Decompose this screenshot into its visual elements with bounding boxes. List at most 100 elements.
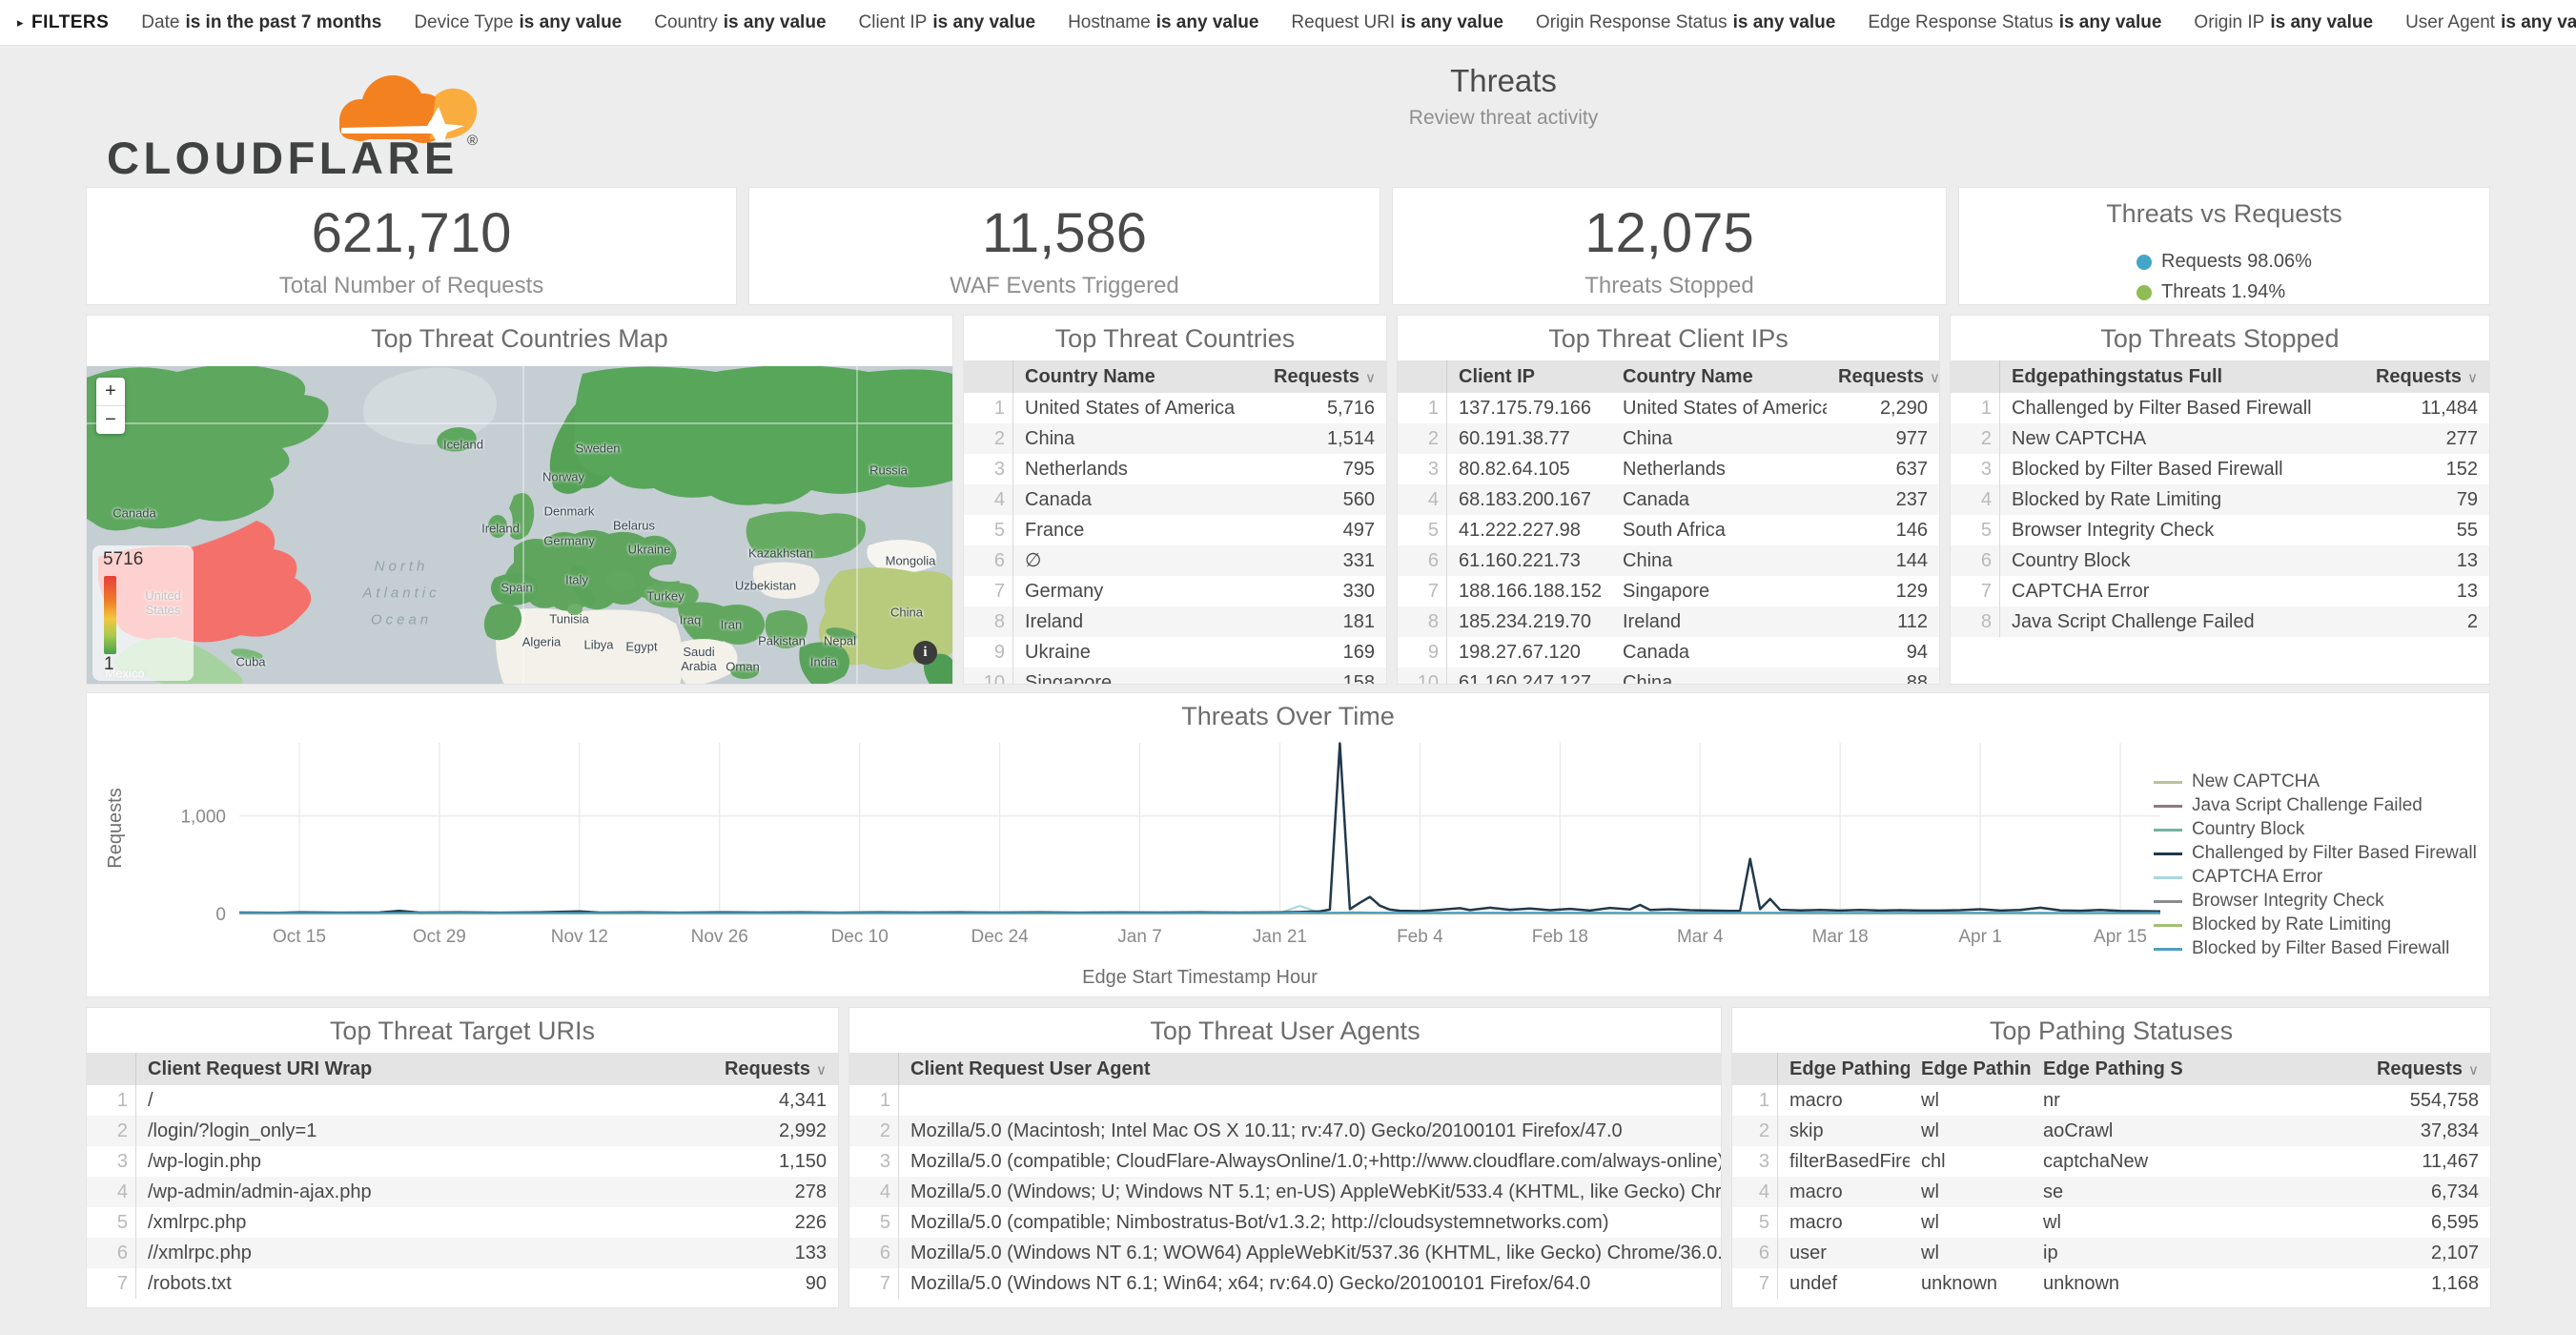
- column-header[interactable]: Edgepathingstatus Full: [2012, 366, 2223, 387]
- column-header[interactable]: Requests ∨: [2375, 366, 2478, 387]
- table-row[interactable]: 9 198.27.67.120 Canada 94: [1398, 637, 1939, 668]
- table-row[interactable]: 4 Mozilla/5.0 (Windows; U; Windows NT 5.1…: [849, 1177, 1721, 1207]
- row-number: 4: [1732, 1177, 1778, 1207]
- table-row[interactable]: 3 Netherlands 795: [964, 454, 1386, 484]
- table-row[interactable]: 10 61.160.247.127 China 88: [1398, 668, 1939, 684]
- table-row[interactable]: 4 68.183.200.167 Canada 237: [1398, 484, 1939, 515]
- table-row[interactable]: 1 macro wl nr 554,758: [1732, 1085, 2490, 1116]
- table-row[interactable]: 3/wp-login.php 1,150: [87, 1146, 838, 1177]
- table-row[interactable]: 2 60.191.38.77 China 977: [1398, 423, 1939, 454]
- table-row[interactable]: 1 137.175.79.166 United States of America 2…: [1398, 393, 1939, 423]
- filter-chip[interactable]: Date is in the past 7 months: [141, 12, 381, 33]
- table-row[interactable]: 9 Ukraine 169: [964, 637, 1386, 668]
- table-row[interactable]: 10 Singapore 158: [964, 668, 1386, 684]
- table-row[interactable]: 6 Country Block 13: [1951, 545, 2489, 576]
- table-row[interactable]: 1 United States of America 5,716: [964, 393, 1386, 423]
- table-row[interactable]: 7 Mozilla/5.0 (Windows NT 6.1; Win64; x64…: [849, 1268, 1721, 1299]
- column-header[interactable]: Client Request User Agent: [910, 1058, 1151, 1079]
- filter-chip[interactable]: Client IP is any value: [859, 12, 1036, 33]
- row-number: 7: [87, 1268, 136, 1299]
- top-pathing-statuses-table: Edge Pathing Src Edge Pathing Op Edge Path…: [1732, 1053, 2490, 1299]
- column-header[interactable]: Edge Pathing Status: [2043, 1058, 2182, 1079]
- column-header[interactable]: Country Name: [1623, 366, 1753, 387]
- table-row[interactable]: 7 188.166.188.152 Singapore 129: [1398, 576, 1939, 606]
- table-row[interactable]: 8 185.234.219.70 Ireland 112: [1398, 606, 1939, 637]
- table-row[interactable]: 7 undef unknown unknown 1,168: [1732, 1268, 2490, 1299]
- column-header[interactable]: Client Request URI Wrap: [148, 1058, 373, 1079]
- table-row[interactable]: 4 Blocked by Rate Limiting 79: [1951, 484, 2489, 515]
- filters-toggle[interactable]: ▸ FILTERS: [17, 12, 109, 33]
- world-map[interactable]: NorthAtlanticOceanCanadaUnited StatesMex…: [87, 364, 952, 684]
- filter-chip[interactable]: Country is any value: [654, 12, 826, 33]
- table-row[interactable]: 5 Browser Integrity Check 55: [1951, 515, 2489, 545]
- legend-swatch: [2154, 780, 2182, 784]
- table-row[interactable]: 6 61.160.221.73 China 144: [1398, 545, 1939, 576]
- table-row[interactable]: 2 New CAPTCHA 277: [1951, 423, 2489, 454]
- row-number: 3: [87, 1146, 136, 1177]
- table-row[interactable]: 5 France 497: [964, 515, 1386, 545]
- table-row[interactable]: 3 filterBasedFirewall chl captchaNew 11,467: [1732, 1146, 2490, 1177]
- table-row[interactable]: 8 Java Script Challenge Failed 2: [1951, 606, 2489, 637]
- zoom-in-button[interactable]: +: [96, 378, 125, 406]
- country-label: Canada: [112, 505, 156, 521]
- table-row[interactable]: 3 80.82.64.105 Netherlands 637: [1398, 454, 1939, 484]
- filter-chip[interactable]: Origin Response Status is any value: [1536, 12, 1835, 33]
- table-row[interactable]: 4 Canada 560: [964, 484, 1386, 515]
- table-row[interactable]: 6 user wl ip 2,107: [1732, 1238, 2490, 1268]
- svg-text:Nov 26: Nov 26: [691, 927, 748, 947]
- column-header[interactable]: Requests ∨: [2376, 1058, 2479, 1079]
- column-header[interactable]: Requests ∨: [1838, 366, 1939, 387]
- table-cell: United States of America: [1623, 398, 1827, 419]
- table-row[interactable]: 1 / 4,341: [87, 1085, 838, 1116]
- sort-chevron-icon: ∨: [2467, 370, 2478, 386]
- table-row[interactable]: 1: [849, 1085, 1721, 1116]
- map-info-button[interactable]: i: [913, 641, 937, 665]
- filter-field: Country: [654, 11, 718, 32]
- table-row[interactable]: 5 macro wl wl 6,595: [1732, 1207, 2490, 1238]
- zoom-out-button[interactable]: −: [105, 409, 116, 430]
- table-row[interactable]: 2 Mozilla/5.0 (Macintosh; Intel Mac OS X …: [849, 1116, 1721, 1146]
- filter-chip[interactable]: Request URI is any value: [1291, 12, 1503, 33]
- svg-text:Oct 15: Oct 15: [273, 927, 326, 947]
- table-row[interactable]: 2/login/?login_only=1 2,992: [87, 1116, 838, 1146]
- column-header[interactable]: Edge Pathing Op: [1921, 1058, 2032, 1079]
- table-row[interactable]: 8 Ireland 181: [964, 606, 1386, 637]
- column-header[interactable]: Requests ∨: [724, 1058, 827, 1079]
- table-row[interactable]: 4 macro wl se 6,734: [1732, 1177, 2490, 1207]
- table-row[interactable]: 5 41.222.227.98 South Africa 146: [1398, 515, 1939, 545]
- table-row[interactable]: 3 Blocked by Filter Based Firewall 152: [1951, 454, 2489, 484]
- column-header[interactable]: Requests ∨: [1274, 366, 1377, 387]
- filter-chip[interactable]: Edge Response Status is any value: [1868, 12, 2161, 33]
- column-header[interactable]: Client IP: [1459, 366, 1536, 387]
- table-row[interactable]: 6 ∅ 331: [964, 545, 1386, 576]
- top-threat-countries-map-panel: Top Threat Countries Map: [86, 315, 953, 685]
- table-row[interactable]: 2 China 1,514: [964, 423, 1386, 454]
- table-cell: aoCrawl: [2043, 1120, 2114, 1141]
- table-row[interactable]: 3 Mozilla/5.0 (compatible; CloudFlare-Alw…: [849, 1146, 1721, 1177]
- table-row[interactable]: 6 Mozilla/5.0 (Windows NT 6.1; WOW64) App…: [849, 1238, 1721, 1268]
- table-row[interactable]: 7/robots.txt 90: [87, 1268, 838, 1299]
- chart-canvas[interactable]: Oct 15 Oct 29 Nov 12 Nov 26 Dec 10 Dec 24 Jan …: [96, 735, 2184, 991]
- threats-over-time-chart[interactable]: Oct 15 Oct 29 Nov 12 Nov 26 Dec 10 Dec 24 Jan …: [96, 735, 2184, 996]
- filter-chip[interactable]: Origin IP is any value: [2194, 12, 2373, 33]
- table-cell: 497: [1342, 520, 1375, 541]
- table-row[interactable]: 5 Mozilla/5.0 (compatible; Nimbostratus-B…: [849, 1207, 1721, 1238]
- table-row[interactable]: 7 CAPTCHA Error 13: [1951, 576, 2489, 606]
- row-number: 7: [1732, 1268, 1778, 1299]
- threats-over-time-title: Threats Over Time: [1181, 702, 1395, 730]
- table-cell: wl: [1921, 1212, 1939, 1233]
- table-row[interactable]: 4/wp-admin/admin-ajax.php 278: [87, 1177, 838, 1207]
- table-row[interactable]: 1 Challenged by Filter Based Firewall 11,4…: [1951, 393, 2489, 423]
- column-header[interactable]: Edge Pathing Src: [1789, 1058, 1910, 1079]
- table-row[interactable]: 6 //xmlrpc.php 133: [87, 1238, 838, 1268]
- table-row[interactable]: 7 Germany 330: [964, 576, 1386, 606]
- filter-field: Request URI: [1291, 11, 1396, 32]
- filter-chip[interactable]: Device Type is any value: [414, 12, 622, 33]
- table-header-row: Client Request URI Wrap Requests ∨: [87, 1053, 838, 1085]
- filter-chip[interactable]: Hostname is any value: [1068, 12, 1258, 33]
- table-row[interactable]: 5/xmlrpc.php 226: [87, 1207, 838, 1238]
- column-header[interactable]: Country Name: [1025, 366, 1155, 387]
- x-axis-label: Edge Start Timestamp Hour: [1082, 967, 1318, 988]
- table-row[interactable]: 2 skip wl aoCrawl 37,834: [1732, 1116, 2490, 1146]
